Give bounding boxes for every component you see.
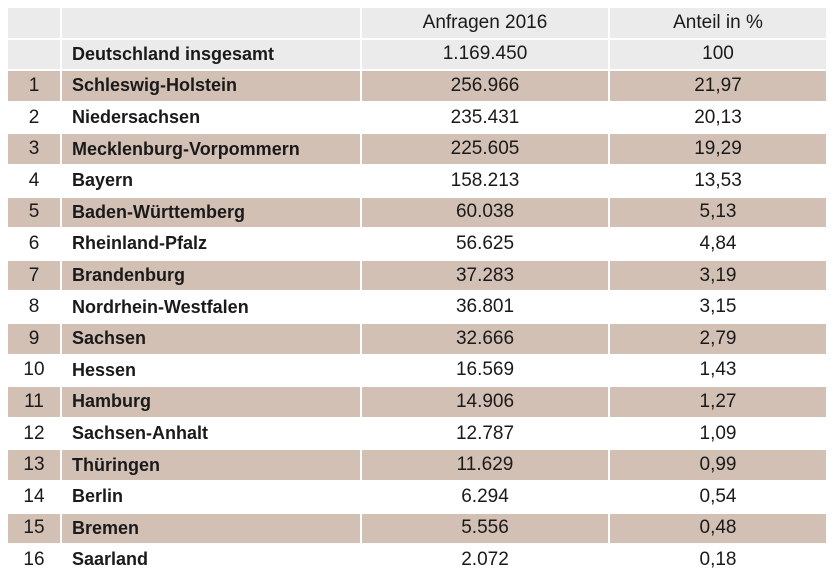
- row-rank: 12: [8, 418, 60, 449]
- table-row: 5 Baden-Württemberg 60.038 5,13: [8, 197, 826, 228]
- total-requests: 1.169.450: [362, 39, 608, 70]
- row-name: Brandenburg: [62, 260, 360, 291]
- row-share: 1,27: [610, 387, 826, 417]
- total-rank: [8, 39, 60, 70]
- row-share: 0,54: [610, 481, 826, 512]
- row-share: 13,53: [610, 165, 826, 196]
- row-rank: 10: [8, 355, 60, 386]
- row-rank: 9: [8, 323, 60, 354]
- row-rank: 14: [8, 481, 60, 512]
- row-requests: 2.072: [362, 545, 608, 575]
- row-name: Saarland: [62, 545, 360, 575]
- row-rank: 16: [8, 545, 60, 575]
- row-rank: 7: [8, 260, 60, 291]
- row-share: 3,15: [610, 292, 826, 322]
- row-share: 21,97: [610, 71, 826, 101]
- row-name: Baden-Württemberg: [62, 197, 360, 228]
- row-requests: 36.801: [362, 292, 608, 322]
- row-requests: 225.605: [362, 134, 608, 164]
- row-name: Rheinland-Pfalz: [62, 229, 360, 259]
- row-rank: 13: [8, 450, 60, 480]
- row-rank: 5: [8, 197, 60, 228]
- table-row: 15 Bremen 5.556 0,48: [8, 513, 826, 544]
- row-name: Bayern: [62, 165, 360, 196]
- row-share: 19,29: [610, 134, 826, 164]
- row-name: Hamburg: [62, 387, 360, 417]
- table-row: 13 Thüringen 11.629 0,99: [8, 450, 826, 480]
- row-rank: 6: [8, 229, 60, 259]
- table-header-row: Anfragen 2016 Anteil in %: [8, 8, 826, 38]
- header-requests: Anfragen 2016: [362, 8, 608, 38]
- table-row: 14 Berlin 6.294 0,54: [8, 481, 826, 512]
- row-name: Berlin: [62, 481, 360, 512]
- table-row: 2 Niedersachsen 235.431 20,13: [8, 102, 826, 133]
- row-rank: 2: [8, 102, 60, 133]
- row-share: 5,13: [610, 197, 826, 228]
- row-name: Nordrhein-Westfalen: [62, 292, 360, 322]
- row-requests: 56.625: [362, 229, 608, 259]
- row-name: Sachsen-Anhalt: [62, 418, 360, 449]
- table-row: 4 Bayern 158.213 13,53: [8, 165, 826, 196]
- total-share: 100: [610, 39, 826, 70]
- row-rank: 11: [8, 387, 60, 417]
- row-rank: 1: [8, 71, 60, 101]
- row-rank: 8: [8, 292, 60, 322]
- row-name: Bremen: [62, 513, 360, 544]
- header-share: Anteil in %: [610, 8, 826, 38]
- row-requests: 256.966: [362, 71, 608, 101]
- row-name: Schleswig-Holstein: [62, 71, 360, 101]
- row-share: 0,18: [610, 545, 826, 575]
- row-requests: 32.666: [362, 323, 608, 354]
- row-requests: 6.294: [362, 481, 608, 512]
- row-share: 20,13: [610, 102, 826, 133]
- row-rank: 3: [8, 134, 60, 164]
- row-rank: 15: [8, 513, 60, 544]
- total-name: Deutschland insgesamt: [62, 39, 360, 70]
- row-share: 0,48: [610, 513, 826, 544]
- row-requests: 158.213: [362, 165, 608, 196]
- row-name: Thüringen: [62, 450, 360, 480]
- header-rank: [8, 8, 60, 38]
- table-row: 6 Rheinland-Pfalz 56.625 4,84: [8, 229, 826, 259]
- row-requests: 5.556: [362, 513, 608, 544]
- row-share: 1,43: [610, 355, 826, 386]
- row-requests: 14.906: [362, 387, 608, 417]
- row-requests: 37.283: [362, 260, 608, 291]
- table-row: 1 Schleswig-Holstein 256.966 21,97: [8, 71, 826, 101]
- row-share: 0,99: [610, 450, 826, 480]
- table-row: 8 Nordrhein-Westfalen 36.801 3,15: [8, 292, 826, 322]
- row-share: 4,84: [610, 229, 826, 259]
- row-share: 2,79: [610, 323, 826, 354]
- row-name: Mecklenburg-Vorpommern: [62, 134, 360, 164]
- row-requests: 60.038: [362, 197, 608, 228]
- table-body: Deutschland insgesamt 1.169.450 100 1 Sch…: [8, 39, 826, 575]
- row-requests: 12.787: [362, 418, 608, 449]
- requests-table: Anfragen 2016 Anteil in % Deutschland in…: [6, 6, 828, 577]
- row-share: 3,19: [610, 260, 826, 291]
- table-row: 10 Hessen 16.569 1,43: [8, 355, 826, 386]
- header-name: [62, 8, 360, 38]
- row-share: 1,09: [610, 418, 826, 449]
- row-rank: 4: [8, 165, 60, 196]
- table-total-row: Deutschland insgesamt 1.169.450 100: [8, 39, 826, 70]
- table-row: 11 Hamburg 14.906 1,27: [8, 387, 826, 417]
- row-name: Hessen: [62, 355, 360, 386]
- table-row: 16 Saarland 2.072 0,18: [8, 545, 826, 575]
- row-name: Niedersachsen: [62, 102, 360, 133]
- row-requests: 16.569: [362, 355, 608, 386]
- table-row: 7 Brandenburg 37.283 3,19: [8, 260, 826, 291]
- row-name: Sachsen: [62, 323, 360, 354]
- row-requests: 235.431: [362, 102, 608, 133]
- table-row: 3 Mecklenburg-Vorpommern 225.605 19,29: [8, 134, 826, 164]
- row-requests: 11.629: [362, 450, 608, 480]
- table-row: 9 Sachsen 32.666 2,79: [8, 323, 826, 354]
- table-row: 12 Sachsen-Anhalt 12.787 1,09: [8, 418, 826, 449]
